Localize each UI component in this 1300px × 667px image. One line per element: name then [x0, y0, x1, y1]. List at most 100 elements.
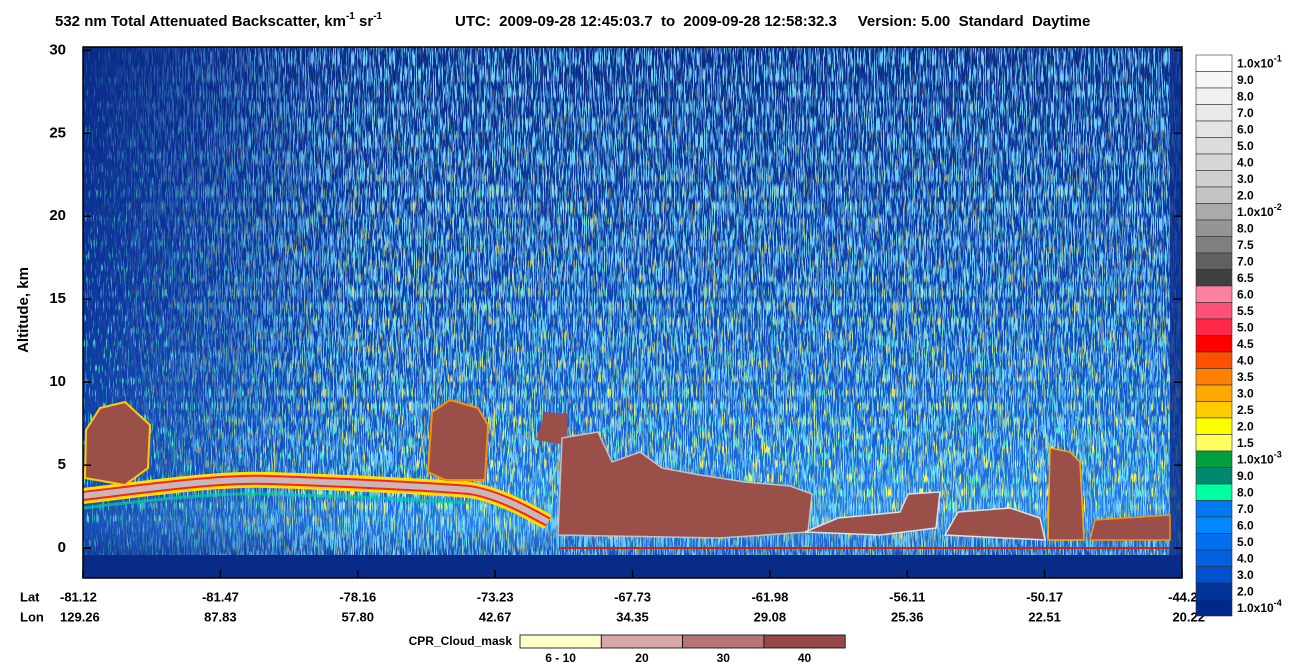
- colorbar-swatch: [1195, 120, 1233, 138]
- colorbar-swatch: [1195, 401, 1233, 419]
- lon-label: 129.26: [60, 609, 100, 624]
- lat-label: -73.23: [477, 589, 514, 604]
- colorbar-swatch: [1195, 236, 1233, 254]
- chart-info: UTC: 2009-09-28 12:45:03.7 to 2009-09-28…: [455, 13, 1090, 30]
- colorbar-label: 5.5: [1237, 304, 1254, 318]
- lat-label: -81.12: [60, 589, 97, 604]
- colorbar-swatch: [1195, 417, 1233, 435]
- lon-label: 25.36: [891, 609, 924, 624]
- lat-label: -61.98: [751, 589, 788, 604]
- colorbar-label: 6.5: [1237, 271, 1254, 285]
- colorbar-swatch: [1195, 533, 1233, 551]
- colorbar-label: 2.0: [1237, 419, 1254, 433]
- lon-label: 87.83: [204, 609, 237, 624]
- cpr-legend-swatch: [600, 634, 683, 649]
- colorbar-swatch: [1195, 153, 1233, 171]
- colorbar-swatch: [1195, 351, 1233, 369]
- y-tick-label: 0: [58, 539, 66, 556]
- colorbar-swatch: [1195, 368, 1233, 386]
- colorbar-label: 1.0x10-3: [1237, 450, 1282, 467]
- colorbar-label-base: 1.0x10: [1237, 56, 1274, 70]
- backscatter-image: [82, 47, 1182, 578]
- colorbar-label: 4.0: [1237, 155, 1254, 169]
- y-tick-label: 20: [49, 207, 66, 224]
- colorbar-swatch: [1195, 71, 1233, 89]
- colorbar-label: 9.0: [1237, 469, 1254, 483]
- title-superscript: -1: [373, 11, 382, 22]
- colorbar-swatch: [1195, 434, 1233, 452]
- colorbar-swatch: [1195, 450, 1233, 468]
- y-tick-label: 30: [49, 41, 66, 58]
- colorbar-swatch: [1195, 87, 1233, 105]
- x-row-label: Lat: [20, 589, 40, 604]
- title-superscript: -1: [346, 11, 355, 22]
- colorbar-label: 8.0: [1237, 485, 1254, 499]
- colorbar-swatch: [1195, 500, 1233, 518]
- colorbar-label: 1.0x10-4: [1237, 598, 1282, 615]
- cpr-legend-label: 30: [717, 651, 731, 665]
- colorbar-swatch: [1195, 186, 1233, 204]
- colorbar-swatch: [1195, 483, 1233, 501]
- colorbar-swatch: [1195, 203, 1233, 221]
- colorbar-label: 7.0: [1237, 502, 1254, 516]
- colorbar-label: 6.0: [1237, 122, 1254, 136]
- colorbar-swatch: [1195, 599, 1233, 617]
- colorbar-label: 6.0: [1237, 287, 1254, 301]
- lon-label: 42.67: [479, 609, 512, 624]
- cpr-legend-title: CPR_Cloud_mask: [409, 634, 513, 648]
- colorbar-label: 7.5: [1237, 238, 1254, 252]
- colorbar-label: 2.0: [1237, 584, 1254, 598]
- colorbar-swatch: [1195, 137, 1233, 155]
- title-text: 532 nm Total Attenuated Backscatter, km: [55, 13, 346, 30]
- colorbar-label: 5.0: [1237, 139, 1254, 153]
- colorbar-label: 4.0: [1237, 353, 1254, 367]
- colorbar-label: 2.5: [1237, 403, 1254, 417]
- cpr-legend-label: 40: [798, 651, 812, 665]
- colorbar-swatch: [1195, 170, 1233, 188]
- lat-label: -78.16: [339, 589, 376, 604]
- lat-label: -56.11: [889, 589, 925, 604]
- colorbar-label-base: 1.0x10: [1237, 205, 1274, 219]
- y-tick-label: 5: [58, 456, 66, 473]
- lat-label: -50.17: [1026, 589, 1063, 604]
- colorbar-label-exponent: -1: [1274, 54, 1282, 64]
- colorbar-label: 3.5: [1237, 370, 1254, 384]
- lat-label: -67.73: [614, 589, 651, 604]
- colorbar-label-exponent: -3: [1274, 450, 1282, 460]
- cpr-legend-swatch: [682, 634, 765, 649]
- lon-label: 57.80: [341, 609, 374, 624]
- y-tick-label: 25: [49, 124, 66, 141]
- colorbar-swatch: [1195, 252, 1233, 270]
- lon-label: 22.51: [1028, 609, 1061, 624]
- colorbar-label: 7.0: [1237, 106, 1254, 120]
- lon-label: 29.08: [754, 609, 787, 624]
- cpr-legend-label: 20: [635, 651, 649, 665]
- colorbar-label: 3.0: [1237, 172, 1254, 186]
- colorbar-swatch: [1195, 384, 1233, 402]
- colorbar-label: 5.0: [1237, 320, 1254, 334]
- lon-label: 34.35: [616, 609, 649, 624]
- colorbar-swatch: [1195, 54, 1233, 72]
- colorbar-label: 3.0: [1237, 386, 1254, 400]
- colorbar-swatch: [1195, 302, 1233, 320]
- colorbar-label: 5.0: [1237, 535, 1254, 549]
- colorbar-label: 7.0: [1237, 254, 1254, 268]
- colorbar-swatch: [1195, 566, 1233, 584]
- lat-label: -81.47: [202, 589, 239, 604]
- y-tick-label: 15: [49, 290, 66, 307]
- chart-title: 532 nm Total Attenuated Backscatter, km-…: [55, 11, 383, 30]
- colorbar-label: 8.0: [1237, 221, 1254, 235]
- colorbar-swatch: [1195, 269, 1233, 287]
- colorbar-swatch: [1195, 285, 1233, 303]
- colorbar-swatch: [1195, 549, 1233, 567]
- colorbar-swatch: [1195, 219, 1233, 237]
- colorbar-label-exponent: -2: [1274, 202, 1282, 212]
- cpr-legend-swatch: [763, 634, 846, 649]
- colorbar-swatch: [1195, 516, 1233, 534]
- colorbar-label: 2.0: [1237, 188, 1254, 202]
- colorbar-swatch: [1195, 335, 1233, 353]
- colorbar-label: 1.5: [1237, 436, 1254, 450]
- y-axis-label: Altitude, km: [15, 267, 32, 353]
- colorbar-label-exponent: -4: [1274, 598, 1282, 608]
